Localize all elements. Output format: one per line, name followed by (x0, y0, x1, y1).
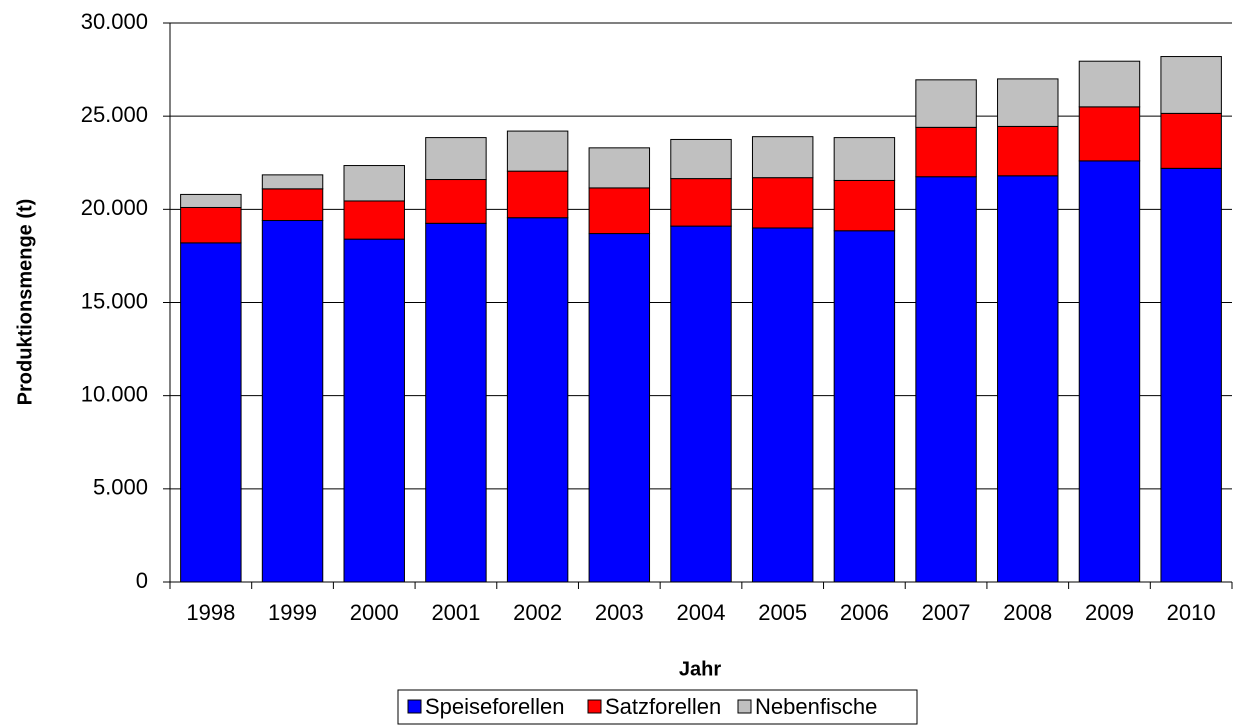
bar-segment (261, 188, 324, 222)
bar-segment (343, 165, 405, 202)
bar-segment (915, 126, 977, 178)
x-tick-label: 2000 (350, 600, 399, 625)
bar-segment (1078, 106, 1141, 162)
bar-segment (588, 233, 651, 583)
x-tick-label: 2001 (431, 600, 480, 625)
bar-segment (261, 220, 324, 583)
legend-label: Satzforellen (605, 694, 721, 719)
bar-segment (506, 130, 569, 172)
bar-segment (180, 206, 242, 244)
bar-segment (751, 177, 814, 229)
x-tick-label: 1999 (268, 600, 317, 625)
bar-segment (1160, 112, 1222, 169)
y-tick-label: 5.000 (93, 475, 148, 500)
legend-label: Speiseforellen (425, 694, 564, 719)
legend-swatch (737, 699, 752, 714)
bar-segment (997, 125, 1059, 177)
x-tick-label: 2002 (513, 600, 562, 625)
bar-segment (425, 137, 487, 181)
x-tick-label: 1998 (186, 600, 235, 625)
legend-swatch (407, 699, 422, 714)
x-tick-label: 2005 (758, 600, 807, 625)
bar-segment (670, 178, 732, 227)
y-tick-label: 20.000 (81, 195, 148, 220)
bar-segment (506, 170, 569, 219)
bar-segment (1160, 167, 1222, 583)
bar-segment (751, 227, 814, 583)
y-tick-label: 25.000 (81, 102, 148, 127)
legend-box (397, 689, 918, 725)
legend-swatch (587, 699, 602, 714)
y-tick-label: 30.000 (81, 9, 148, 34)
bar-segment (997, 78, 1059, 127)
y-tick-label: 10.000 (81, 381, 148, 406)
bar-segment (833, 137, 896, 181)
x-tick-label: 2003 (595, 600, 644, 625)
bar-segment (180, 242, 242, 583)
x-tick-label: 2009 (1085, 600, 1134, 625)
x-tick-label: 2006 (840, 600, 889, 625)
bar-segment (751, 136, 814, 179)
bar-segment (915, 79, 977, 128)
y-tick-label: 0 (136, 568, 148, 593)
bar-segment (915, 176, 977, 583)
bar-segment (670, 138, 732, 180)
x-tick-label: 2010 (1167, 600, 1216, 625)
bar-segment (343, 200, 405, 240)
x-tick-label: 2008 (1003, 600, 1052, 625)
bar-segment (833, 179, 896, 232)
y-axis-label: Produktionsmenge (t) (14, 199, 36, 406)
bar-segment (1078, 60, 1141, 108)
bar-segment (506, 217, 569, 583)
bar-segment (588, 147, 651, 189)
legend-label: Nebenfische (755, 694, 877, 719)
bar-segment (343, 238, 405, 583)
bar-segment (261, 174, 324, 190)
x-tick-label: 2004 (677, 600, 726, 625)
bar-segment (425, 222, 487, 583)
bar-segment (180, 193, 242, 208)
x-axis-label: Jahr (679, 658, 721, 680)
bar-segment (588, 187, 651, 235)
x-tick-label: 2007 (922, 600, 971, 625)
bar-segment (833, 230, 896, 583)
bar-segment (1160, 56, 1222, 114)
bar-segment (425, 179, 487, 224)
bar-segment (670, 225, 732, 583)
y-tick-label: 15.000 (81, 288, 148, 313)
bar-segment (997, 175, 1059, 583)
bar-segment (1078, 160, 1141, 583)
